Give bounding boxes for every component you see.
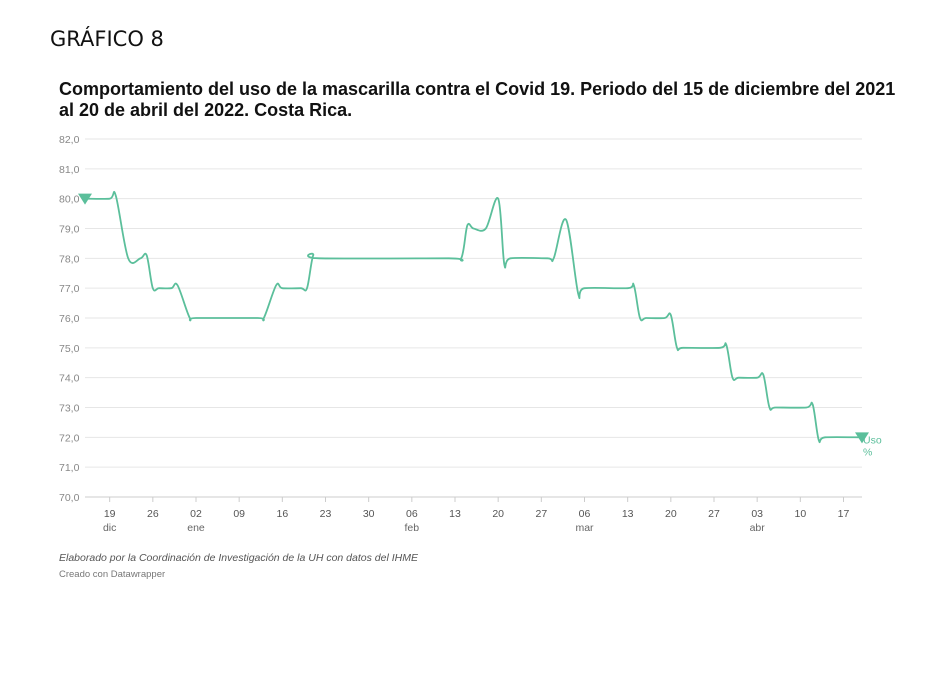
y-tick-label: 79,0 [59, 224, 80, 236]
x-tick-label: 13 [449, 508, 461, 520]
x-month-label: mar [575, 522, 594, 534]
x-tick-label: 30 [363, 508, 375, 520]
source-note: Elaborado por la Coordinación de Investi… [59, 552, 418, 564]
series-layer: Uso% [78, 190, 882, 458]
x-tick-label: 20 [492, 508, 504, 520]
y-tick-label: 73,0 [59, 403, 80, 415]
x-tick-label: 13 [622, 508, 634, 520]
x-tick-label: 10 [794, 508, 806, 520]
y-tick-label: 71,0 [59, 462, 80, 474]
y-axis-ticks: 70,0 71,0 72,0 73,0 74,0 75,0 76,0 77,0 78,0 79,0… [59, 134, 80, 504]
end-marker [855, 432, 869, 444]
y-tick-label: 77,0 [59, 283, 80, 295]
x-tick-label: 26 [147, 508, 159, 520]
x-tick-label: 23 [320, 508, 332, 520]
x-axis-ticks: 19 dic 26 02 ene 09 16 23 30 06 feb 13 20 27 06 mar 13 20… [103, 497, 850, 534]
x-tick-label: 09 [233, 508, 245, 520]
x-month-label: ene [187, 522, 205, 534]
x-tick-label: 02 [190, 508, 202, 520]
y-tick-label: 75,0 [59, 343, 80, 355]
start-marker [78, 193, 92, 205]
x-tick-label: 03 [751, 508, 763, 520]
y-tick-label: 70,0 [59, 492, 80, 504]
x-month-label: abr [750, 522, 766, 534]
x-month-label: dic [103, 522, 116, 534]
x-month-label: feb [405, 522, 420, 534]
y-tick-label: 76,0 [59, 313, 80, 325]
x-tick-label: 27 [535, 508, 547, 520]
series-label: Uso [863, 434, 882, 446]
credit-link[interactable]: Creado con Datawrapper [59, 569, 166, 580]
x-tick-label: 20 [665, 508, 677, 520]
series-line-uso [84, 190, 863, 444]
y-tick-label: 80,0 [59, 194, 80, 206]
y-tick-label: 74,0 [59, 373, 80, 385]
chart-title: Comportamiento del uso de la mascarilla … [59, 79, 896, 120]
y-tick-label: 78,0 [59, 253, 80, 265]
y-tick-label: 72,0 [59, 432, 80, 444]
x-tick-label: 06 [406, 508, 418, 520]
x-tick-label: 27 [708, 508, 720, 520]
y-tick-label: 81,0 [59, 164, 80, 176]
page-heading: GRÁFICO 8 [50, 27, 164, 51]
y-tick-label: 82,0 [59, 134, 80, 146]
series-label: % [863, 446, 872, 458]
x-tick-label: 17 [838, 508, 850, 520]
x-tick-label: 16 [276, 508, 288, 520]
x-tick-label: 19 [104, 508, 116, 520]
x-tick-label: 06 [579, 508, 591, 520]
